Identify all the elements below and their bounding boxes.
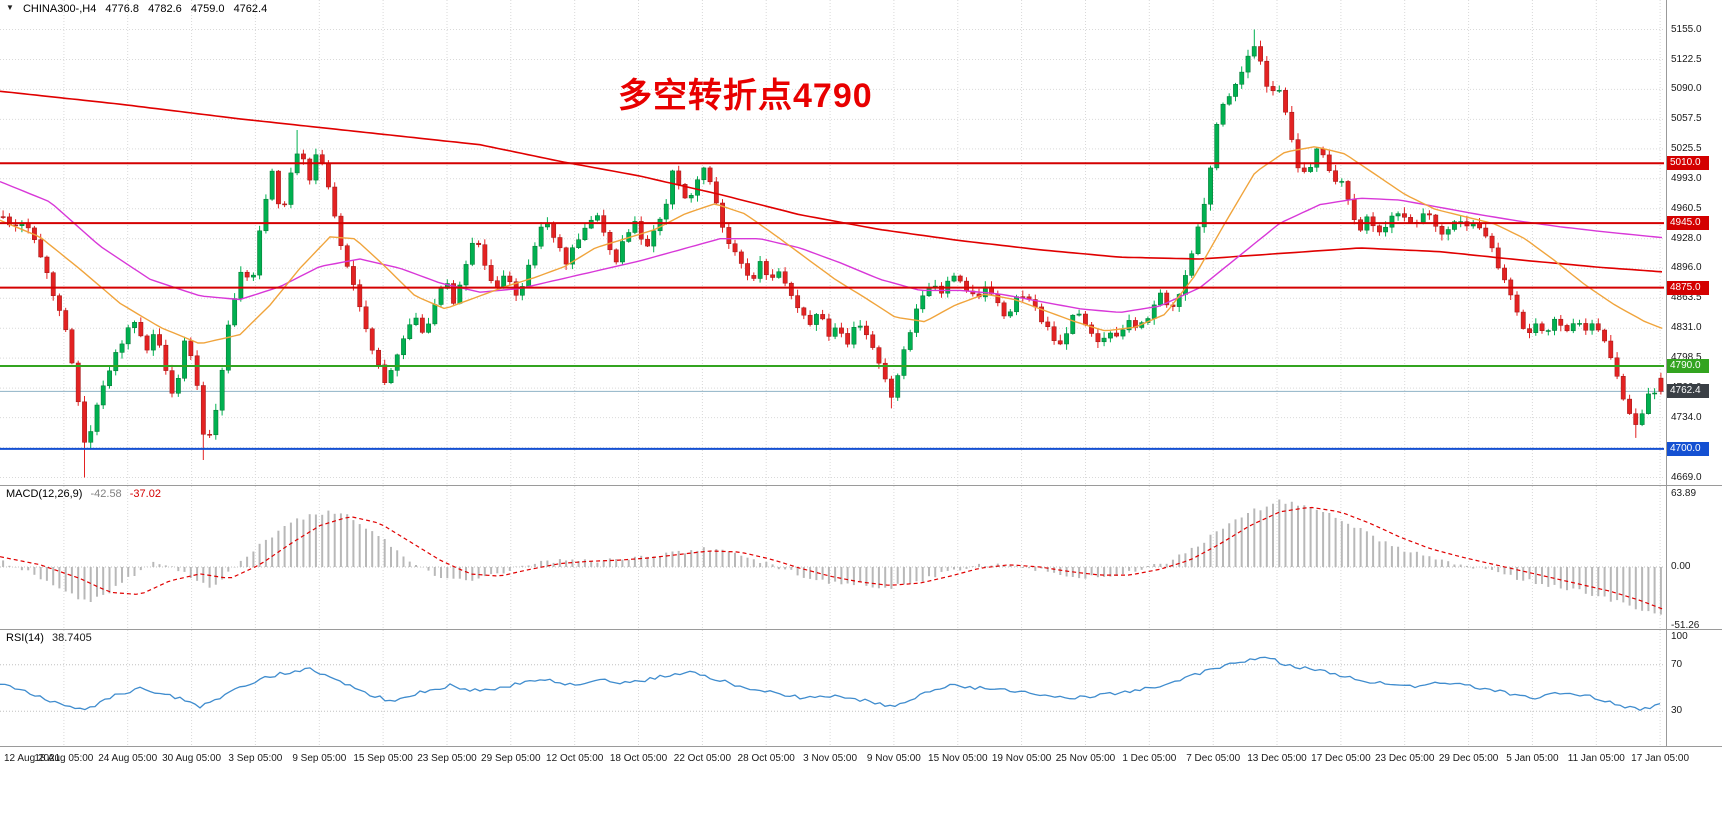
- panel-separator[interactable]: [0, 485, 1722, 486]
- time-tick-label: 23 Dec 05:00: [1374, 753, 1435, 764]
- time-axis[interactable]: 12 Aug 2021 18 Aug 05:00 24 Aug 05:00 30 Au…: [0, 747, 1722, 773]
- price-chart-canvas[interactable]: [0, 0, 1722, 485]
- time-tick-label: 11 Jan 05:00: [1567, 753, 1625, 764]
- macd-tick-label: 0.00: [1671, 561, 1691, 572]
- price-tick-label: 4734.0: [1671, 411, 1702, 423]
- price-tick-label: 5122.5: [1671, 53, 1702, 65]
- time-tick-label: 17 Jan 05:00: [1631, 753, 1690, 764]
- price-tick-label: 4960.5: [1671, 202, 1702, 214]
- price-tick-label: 4831.0: [1671, 322, 1702, 334]
- time-tick-label: 3 Nov 05:00: [803, 753, 858, 764]
- time-tick-label: 23 Sep 05:00: [417, 753, 477, 764]
- ohlc-close: 4762.4: [233, 3, 268, 15]
- time-tick-label: 18 Oct 05:00: [609, 753, 668, 764]
- ohlc-high: 4782.6: [148, 3, 182, 15]
- price-tick-label: 5155.0: [1671, 23, 1702, 35]
- symbol-label: CHINA300-,H4: [22, 3, 97, 15]
- time-tick-label: 12 Oct 05:00: [546, 753, 604, 764]
- price-tick-label: 4798.5: [1671, 352, 1702, 364]
- time-tick-label: 29 Dec 05:00: [1438, 753, 1499, 764]
- time-tick-label: 17 Dec 05:00: [1311, 753, 1371, 764]
- symbol-dropdown-icon[interactable]: ▼: [6, 3, 14, 12]
- time-tick-label: 12 Aug 2021: [4, 753, 61, 764]
- panel-separator[interactable]: [0, 629, 1722, 630]
- macd-tick-label: -51.26: [1671, 619, 1700, 631]
- macd-label: MACD(12,26,9): [6, 488, 83, 500]
- rsi-tick-label: 30: [1671, 705, 1683, 717]
- ohlc-low: 4759.0: [190, 3, 225, 15]
- price-tick-label: 5057.5: [1671, 113, 1702, 125]
- time-tick-label: 18 Aug 05:00: [34, 753, 94, 764]
- price-chart-panel[interactable]: ▼ CHINA300-,H4 4776.8 4782.6 4759.0 4762…: [0, 0, 1722, 485]
- macd-panel[interactable]: MACD(12,26,9) -42.58 -37.02 63.89 0.00 -51…: [0, 486, 1722, 631]
- time-tick-label: 9 Nov 05:00: [866, 753, 921, 764]
- price-tick-label: 4928.0: [1671, 232, 1702, 244]
- time-tick-label: 5 Jan 05:00: [1506, 753, 1559, 764]
- macd-tick-label: 63.89: [1671, 487, 1697, 499]
- macd-canvas[interactable]: [0, 486, 1722, 629]
- rsi-value: 38.7405: [51, 632, 92, 644]
- rsi-label: RSI(14): [6, 632, 44, 644]
- rsi-panel[interactable]: RSI(14) 38.7405 100 70 30: [0, 630, 1722, 746]
- panel-separator: [0, 746, 1722, 747]
- rsi-canvas[interactable]: [0, 630, 1722, 746]
- axis-border-line: [1666, 0, 1667, 747]
- rsi-tick-label: 100: [1671, 631, 1688, 642]
- price-tick-label: 4896.0: [1671, 262, 1702, 274]
- price-tick-label: 4863.5: [1671, 292, 1702, 304]
- time-tick-label: 24 Aug 05:00: [98, 753, 158, 764]
- time-tick-label: 28 Oct 05:00: [737, 753, 795, 764]
- rsi-axis[interactable]: 100 70 30: [1667, 630, 1722, 746]
- time-tick-label: 19 Nov 05:00: [991, 753, 1052, 764]
- pivot-annotation-text: 多空转折点4790: [618, 77, 873, 115]
- time-tick-label: 9 Sep 05:00: [292, 753, 347, 764]
- time-tick-label: 7 Dec 05:00: [1186, 753, 1241, 764]
- rsi-header: RSI(14) 38.7405: [6, 632, 92, 644]
- hline-price-label: 4875.0: [1667, 280, 1709, 295]
- time-tick-label: 22 Oct 05:00: [673, 753, 732, 764]
- price-tick-label: 5090.0: [1671, 83, 1702, 95]
- time-tick-label: 25 Nov 05:00: [1055, 753, 1116, 764]
- price-tick-label: 4669.0: [1671, 471, 1702, 483]
- price-tick-label: 5025.5: [1671, 142, 1702, 154]
- macd-signal-value: -37.02: [129, 488, 161, 500]
- macd-value: -42.58: [90, 488, 122, 500]
- current-price-label: 4762.4: [1667, 384, 1709, 399]
- time-tick-label: 15 Nov 05:00: [928, 753, 988, 764]
- price-axis[interactable]: 5155.0 5122.5 5090.0 5057.5 5025.5 4993.0 4960…: [1667, 0, 1722, 485]
- time-tick-label: 1 Dec 05:00: [1122, 753, 1177, 764]
- time-tick-label: 30 Aug 05:00: [162, 753, 222, 764]
- rsi-tick-label: 70: [1671, 658, 1683, 670]
- time-tick-label: 29 Sep 05:00: [481, 753, 541, 764]
- hline-price-label: 4790.0: [1667, 359, 1709, 373]
- ohlc-open: 4776.8: [105, 3, 140, 15]
- time-tick-label: 15 Sep 05:00: [353, 753, 413, 764]
- time-tick-label: 3 Sep 05:00: [228, 753, 283, 764]
- macd-header: MACD(12,26,9) -42.58 -37.02: [6, 488, 161, 500]
- hline-price-label: 4700.0: [1667, 441, 1709, 456]
- hline-price-label: 5010.0: [1667, 156, 1709, 171]
- macd-axis[interactable]: 63.89 0.00 -51.26: [1667, 486, 1722, 631]
- chart-symbol-header: ▼ CHINA300-,H4 4776.8 4782.6 4759.0 4762…: [6, 3, 273, 15]
- time-tick-label: 13 Dec 05:00: [1247, 753, 1307, 764]
- price-tick-label: 4993.0: [1671, 172, 1702, 184]
- hline-price-label: 4945.0: [1667, 216, 1709, 231]
